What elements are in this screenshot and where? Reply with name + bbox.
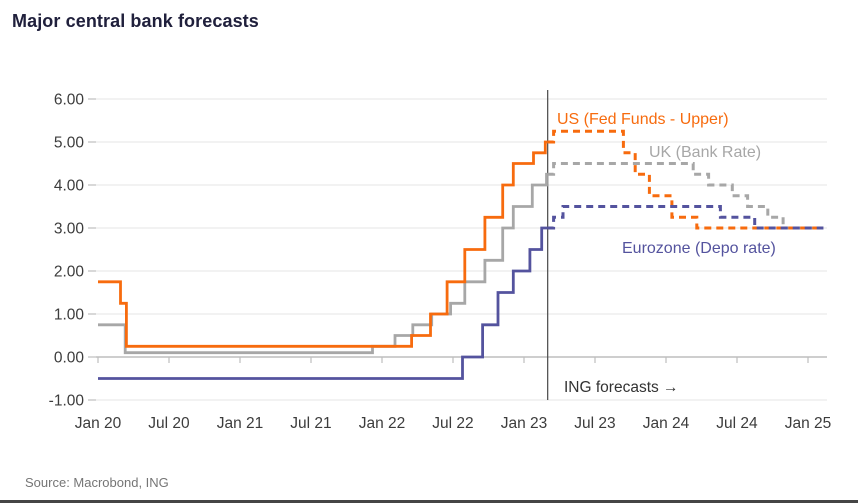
series-ez-forecast-line	[547, 205, 824, 230]
x-tick-label: Jan 21	[217, 415, 264, 432]
series-uk-label: UK (Bank Rate)	[649, 144, 761, 161]
series-us-label: US (Fed Funds - Upper)	[557, 111, 729, 128]
x-tick-label: Jul 22	[432, 415, 473, 432]
x-tick-label: Jan 23	[501, 415, 548, 432]
y-tick-label: 6.00	[54, 92, 85, 109]
y-tick-label: 3.00	[54, 221, 85, 238]
source-note: Source: Macrobond, ING	[25, 475, 169, 490]
y-tick-label: 1.00	[54, 307, 85, 324]
x-tick-label: Jan 20	[75, 415, 122, 432]
y-tick-label: -1.00	[49, 393, 85, 410]
y-tick-label: 5.00	[54, 135, 85, 152]
page-title: Major central bank forecasts	[12, 11, 259, 31]
y-tick-label: 4.00	[54, 178, 85, 195]
x-tick-label: Jan 22	[359, 415, 406, 432]
y-tick-label: 2.00	[54, 264, 85, 281]
series-uk-history-line	[98, 172, 548, 355]
x-tick-label: Jan 24	[643, 415, 690, 432]
y-tick-label: 0.00	[54, 350, 85, 367]
series-ez-label: Eurozone (Depo rate)	[622, 240, 776, 257]
x-tick-label: Jul 24	[716, 415, 758, 432]
x-tick-label: Jul 20	[148, 415, 190, 432]
series-uk-forecast-line	[547, 162, 824, 230]
x-tick-label: Jul 23	[574, 415, 615, 432]
ing-forecasts-annotation: ING forecasts →	[564, 379, 679, 396]
series-us-forecast-line	[547, 129, 824, 230]
x-tick-label: Jan 25	[785, 415, 832, 432]
x-tick-label: Jul 21	[290, 415, 331, 432]
series-ez-history-line	[98, 226, 548, 380]
series-us-history-line	[98, 140, 548, 348]
